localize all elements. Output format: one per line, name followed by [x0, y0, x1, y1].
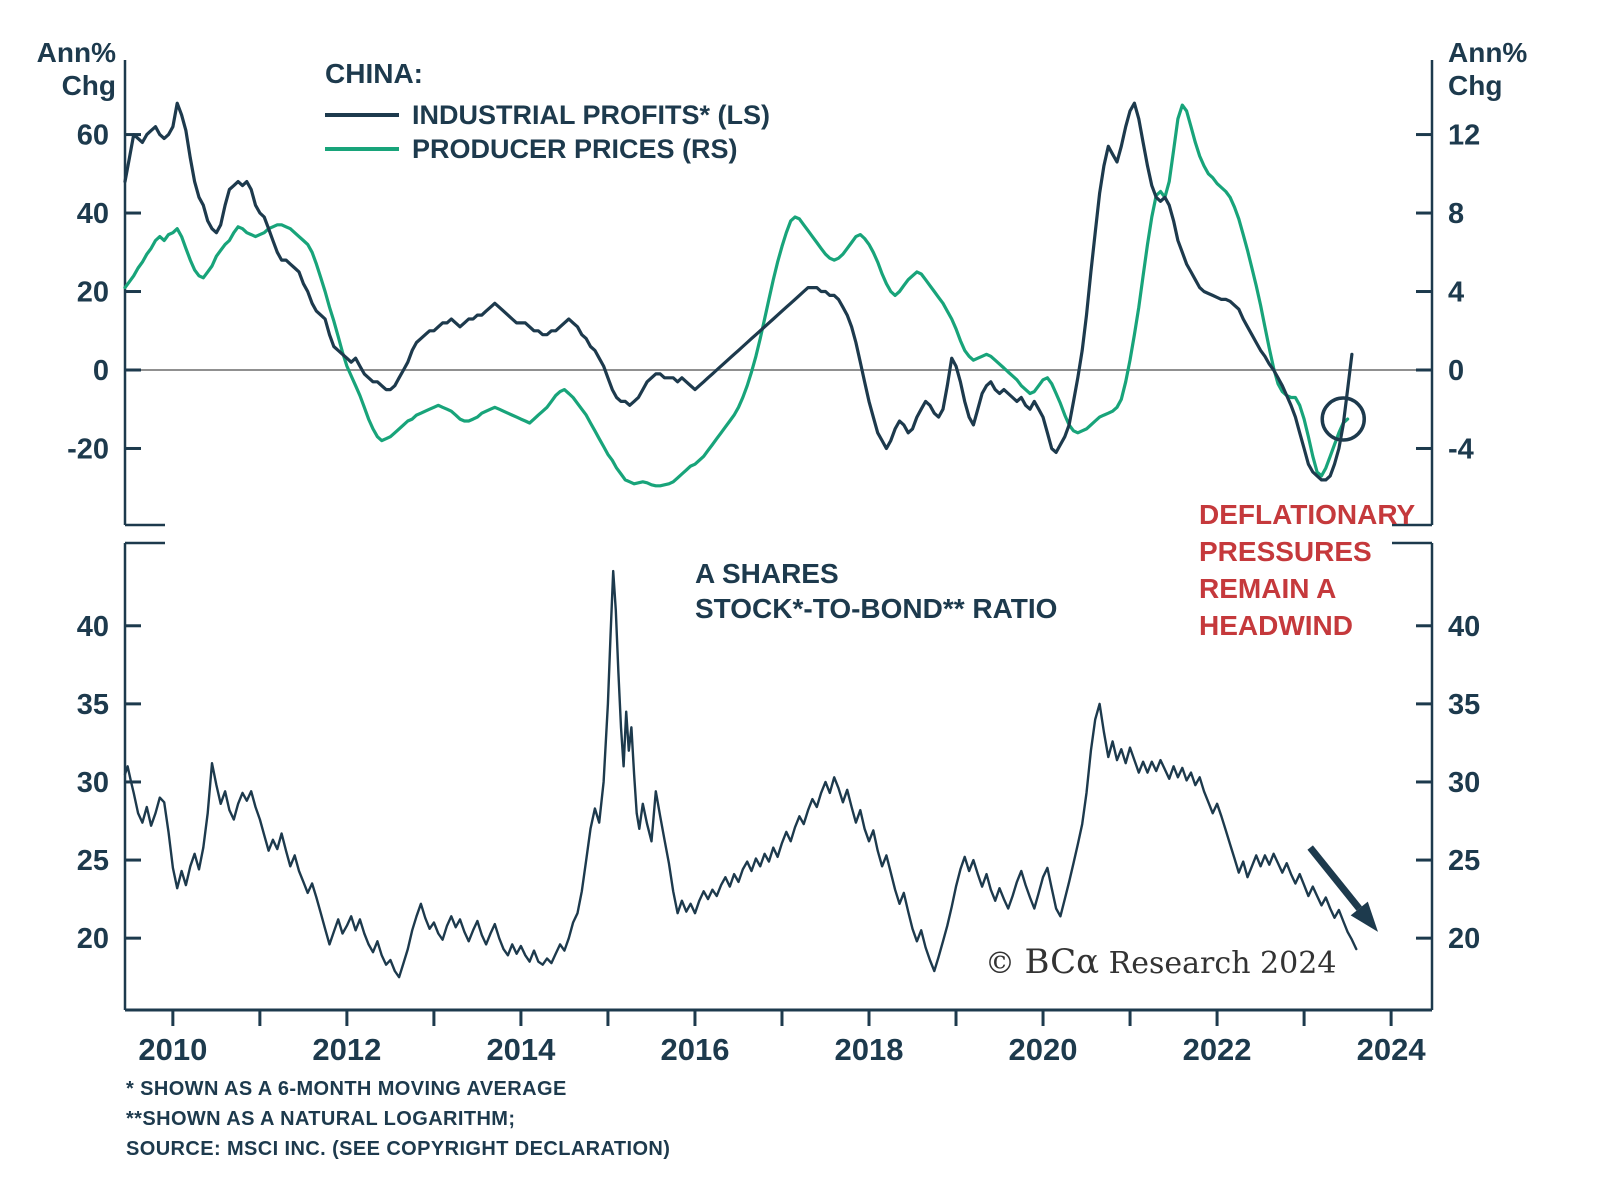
- footnote-moving-average: * SHOWN AS A 6-MONTH MOVING AVERAGE: [126, 1078, 567, 1100]
- left-axis-tick-label: 35: [77, 689, 109, 721]
- right-axis-tick-label: 12: [1448, 120, 1480, 152]
- right-axis-unit-line2: Chg: [1448, 70, 1503, 101]
- right-axis-tick-label: 40: [1448, 611, 1480, 643]
- legend-label-producer-prices: PRODUCER PRICES (RS): [412, 133, 738, 164]
- legend-item-industrial-profits: INDUSTRIAL PROFITS* (LS): [325, 98, 770, 132]
- bottom-panel-title: A SHARES STOCK*-TO-BOND** RATIO: [695, 556, 1057, 626]
- left-axis-tick-label: 20: [77, 277, 109, 309]
- year-tick-label: 2024: [1357, 1032, 1427, 1067]
- year-tick-label: 2022: [1183, 1032, 1252, 1067]
- bottom-panel-title-line1: A SHARES: [695, 558, 839, 589]
- footnote-natural-log: **SHOWN AS A NATURAL LOGARITHM;: [126, 1108, 516, 1130]
- right-axis-tick-label: 0: [1448, 355, 1464, 387]
- producer-prices-line: [123, 103, 1350, 488]
- stock-bond-ratio-line: [123, 569, 1358, 979]
- left-axis-unit-label: Ann% Chg: [36, 36, 116, 102]
- deflation-line4: HEADWIND: [1199, 610, 1353, 641]
- left-axis-tick-label: 0: [93, 355, 109, 387]
- legend: CHINA: INDUSTRIAL PROFITS* (LS) PRODUCER…: [325, 58, 770, 166]
- deflationary-pressures-annotation: DEFLATIONARY PRESSURES REMAIN A HEADWIND: [1199, 496, 1415, 644]
- deflation-line2: PRESSURES: [1199, 536, 1372, 567]
- industrial-profits-line-swatch: [325, 113, 399, 117]
- year-tick-label: 2012: [312, 1032, 381, 1067]
- left-axis-unit-line1: Ann%: [36, 37, 116, 68]
- year-tick-label: 2018: [835, 1032, 904, 1067]
- left-axis-tick-label: 40: [77, 611, 109, 643]
- right-axis-tick-label: 25: [1448, 845, 1480, 877]
- right-axis-tick-label: -4: [1448, 433, 1474, 465]
- left-axis-tick-label: 25: [77, 845, 109, 877]
- left-axis-tick-label: 60: [77, 120, 109, 152]
- footnotes: * SHOWN AS A 6-MONTH MOVING AVERAGE **SH…: [126, 1074, 670, 1164]
- right-axis-tick-label: 30: [1448, 767, 1480, 799]
- deflation-line3: REMAIN A: [1199, 573, 1337, 604]
- bottom-panel-title-line2: STOCK*-TO-BOND** RATIO: [695, 593, 1058, 624]
- year-tick-label: 2010: [138, 1032, 207, 1067]
- down-arrow-shaft: [1307, 845, 1362, 911]
- deflation-line1: DEFLATIONARY: [1199, 499, 1416, 530]
- left-axis-tick-label: 30: [77, 767, 109, 799]
- left-axis-tick-label: 40: [77, 198, 109, 230]
- footnote-source: SOURCE: MSCI INC. (SEE COPYRIGHT DECLARA…: [126, 1138, 671, 1160]
- legend-title: CHINA:: [325, 58, 423, 89]
- right-axis-tick-label: 35: [1448, 689, 1480, 721]
- highlight-circle: [1320, 396, 1366, 442]
- year-tick-label: 2014: [486, 1032, 556, 1067]
- producer-prices-line-swatch: [325, 147, 399, 151]
- left-axis-tick-label: -20: [67, 433, 109, 465]
- copyright-suffix: Research 2024: [1099, 946, 1337, 981]
- right-axis-unit-label: Ann% Chg: [1448, 36, 1538, 102]
- copyright-symbol: ©: [985, 946, 1025, 981]
- year-tick-label: 2016: [660, 1032, 729, 1067]
- legend-item-producer-prices: PRODUCER PRICES (RS): [325, 132, 770, 166]
- right-axis-tick-label: 4: [1448, 277, 1464, 309]
- left-axis-tick-label: 20: [77, 923, 109, 955]
- left-axis-unit-line2: Chg: [61, 70, 116, 101]
- industrial-profits-line: [123, 101, 1354, 482]
- right-axis-tick-label: 20: [1448, 923, 1480, 955]
- right-axis-tick-label: 8: [1448, 198, 1464, 230]
- copyright-notice: © BCα Research 2024: [985, 942, 1336, 982]
- bca-logo-text: BCα: [1024, 942, 1100, 982]
- legend-label-industrial-profits: INDUSTRIAL PROFITS* (LS): [412, 99, 771, 130]
- right-axis-unit-line1: Ann%: [1448, 37, 1528, 68]
- down-arrow-head: [1350, 901, 1378, 932]
- year-tick-label: 2020: [1009, 1032, 1078, 1067]
